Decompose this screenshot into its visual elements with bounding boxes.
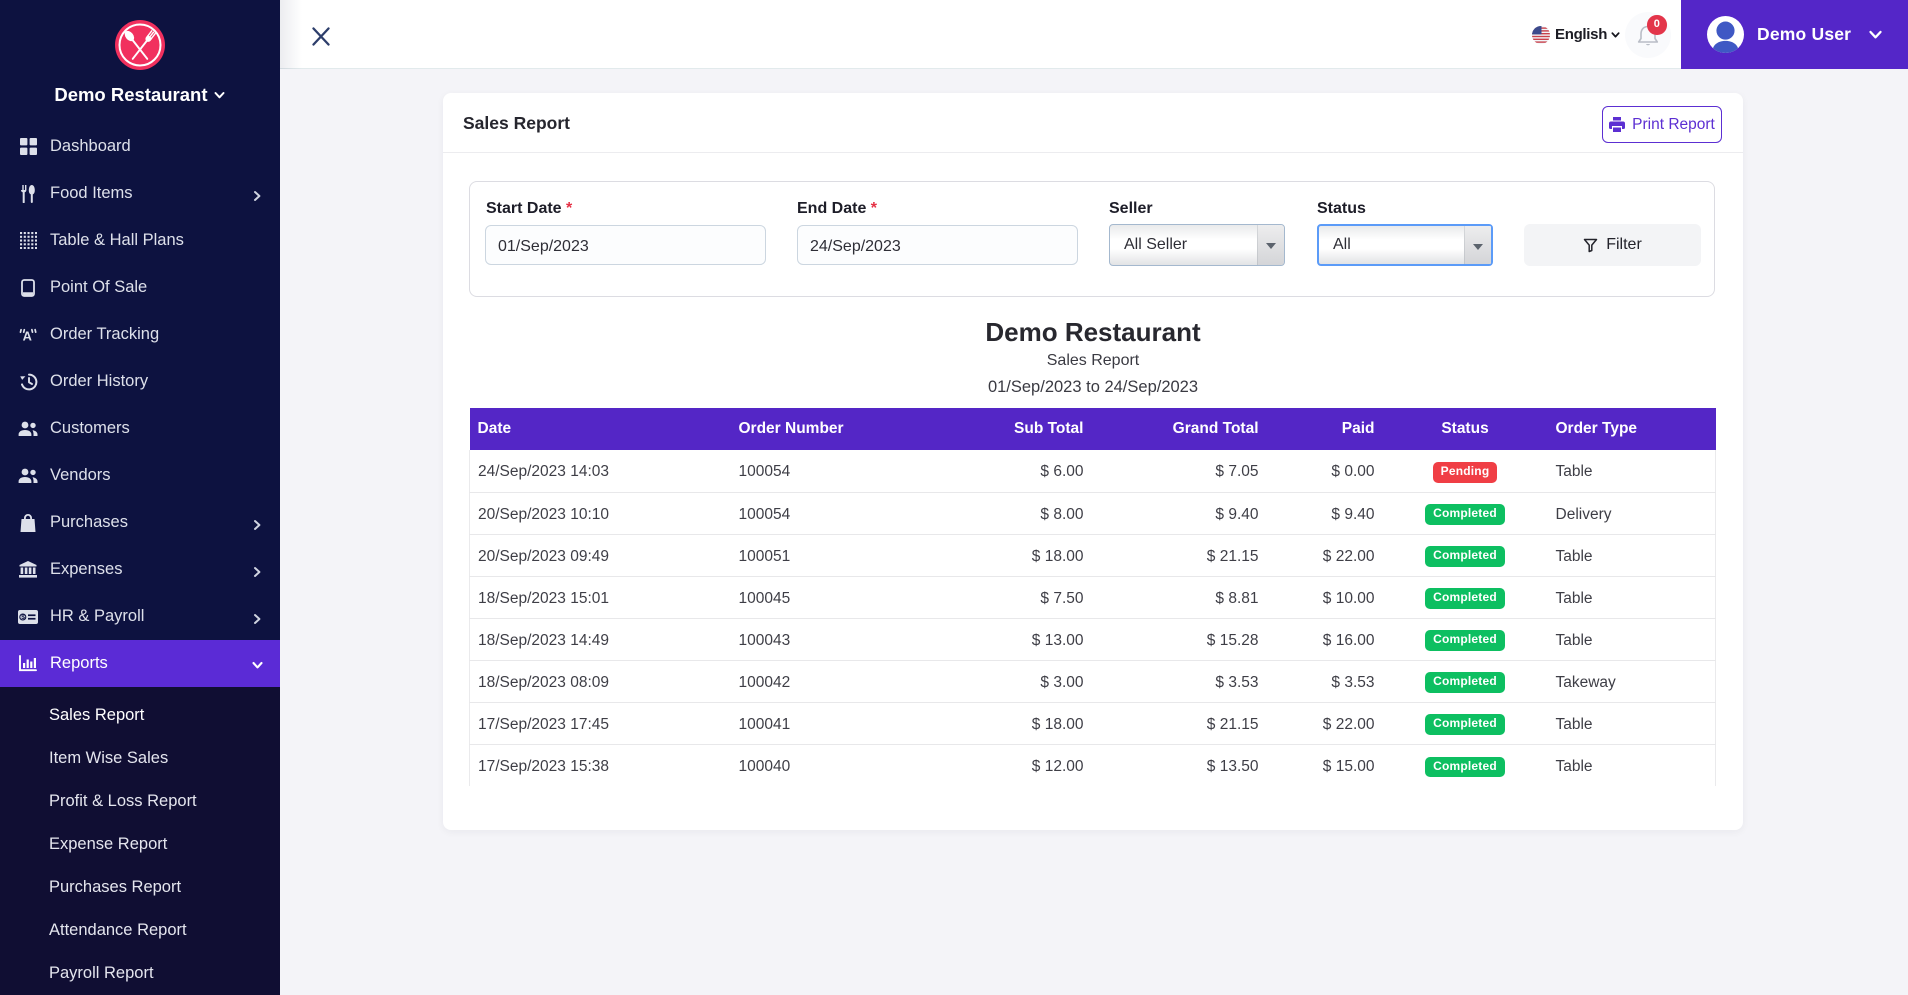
svg-text:$: $ <box>21 614 25 621</box>
svg-text:A: A <box>23 328 32 342</box>
